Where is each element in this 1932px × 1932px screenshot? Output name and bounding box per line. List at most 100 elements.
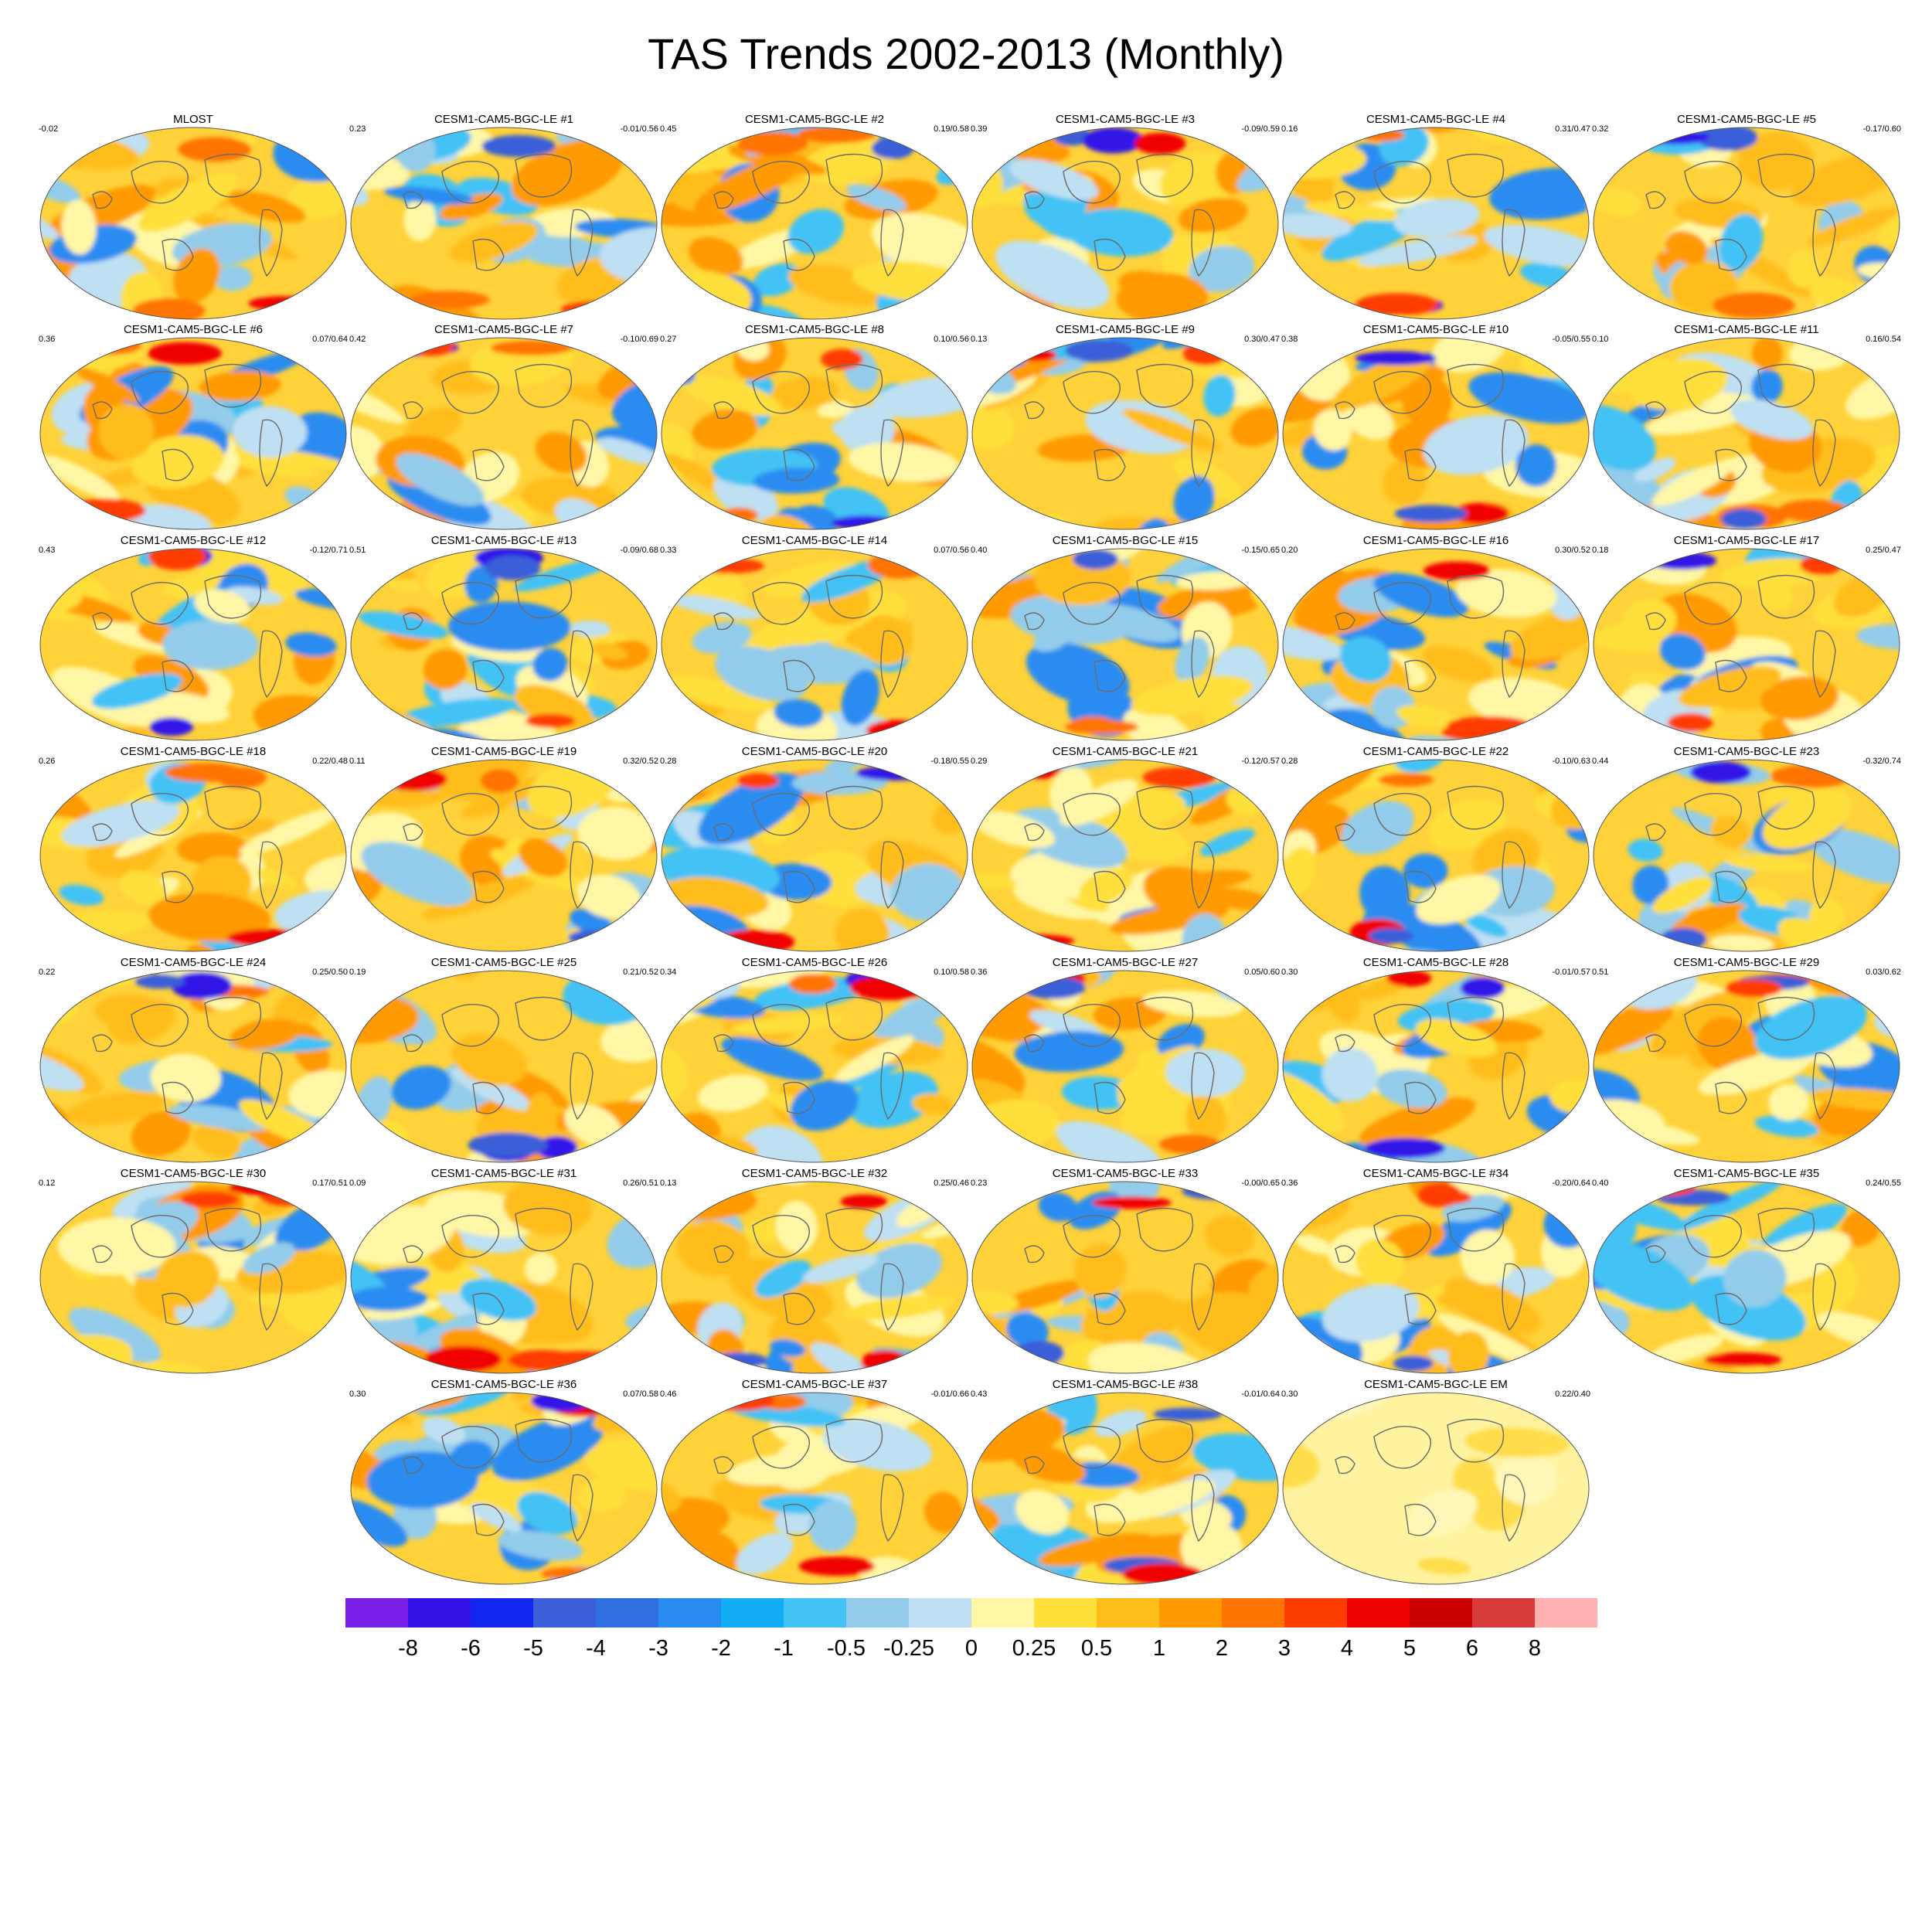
map-outline [1593, 548, 1900, 741]
colorbar-tick-label: 6 [1466, 1636, 1478, 1661]
map-panel: CESM1-CAM5-BGC-LE #30 0.12 0.17/0.51 [39, 1167, 348, 1376]
panel-stat-range: 0.32/0.52 [623, 757, 658, 766]
panel-stat-range: 0.22/0.40 [1555, 1389, 1590, 1399]
map-outline [39, 337, 347, 530]
map-outline [971, 759, 1279, 952]
robinson-map [971, 548, 1279, 741]
map-outline [971, 337, 1279, 530]
panel-stat-range: 0.21/0.52 [623, 968, 658, 977]
map-outline [1282, 337, 1590, 530]
trend-field [662, 338, 968, 529]
map-panel: CESM1-CAM5-BGC-LE #20 0.28 -0.18/0.55 [660, 745, 969, 954]
colorbar-swatch [596, 1598, 658, 1628]
panel-stat-range: 0.07/0.58 [623, 1389, 658, 1399]
map-outline [350, 1392, 658, 1585]
map-outline [661, 127, 968, 320]
panel-title: CESM1-CAM5-BGC-LE #15 [1052, 534, 1199, 547]
colorbar-swatch [1097, 1598, 1159, 1628]
panel-title: CESM1-CAM5-BGC-LE #14 [741, 534, 888, 547]
map-panel: CESM1-CAM5-BGC-LE #14 0.33 0.07/0.56 [660, 534, 969, 743]
robinson-map [1593, 337, 1900, 530]
trend-field [40, 549, 346, 740]
robinson-map [350, 337, 658, 530]
panel-global-mean: 0.36 [39, 335, 56, 344]
panel-title: CESM1-CAM5-BGC-LE #8 [744, 323, 885, 336]
map-panel: CESM1-CAM5-BGC-LE #26 0.34 0.10/0.58 [660, 956, 969, 1165]
panel-global-mean: 0.20 [1281, 546, 1298, 555]
panel-title: CESM1-CAM5-BGC-LE #7 [434, 323, 574, 336]
map-panel: CESM1-CAM5-BGC-LE #16 0.20 0.30/0.52 [1281, 534, 1590, 743]
robinson-map [971, 1181, 1279, 1374]
panel-title: CESM1-CAM5-BGC-LE #25 [430, 956, 577, 969]
map-panel: CESM1-CAM5-BGC-LE #22 0.28 -0.10/0.63 [1281, 745, 1590, 954]
panel-title: CESM1-CAM5-BGC-LE #17 [1673, 534, 1820, 547]
colorbar-tick-label: 1 [1153, 1636, 1165, 1661]
trend-field [1283, 760, 1589, 951]
panel-global-mean: 0.51 [349, 546, 366, 555]
trend-field [662, 1182, 968, 1373]
panel-stat-range: 0.26/0.51 [623, 1179, 658, 1188]
map-panel: CESM1-CAM5-BGC-LE #37 0.46 -0.01/0.66 [660, 1378, 969, 1587]
panel-stat-range: -0.12/0.71 [309, 546, 348, 555]
panel-global-mean: 0.45 [660, 124, 677, 134]
map-outline [350, 548, 658, 741]
panel-global-mean: 0.11 [349, 757, 366, 766]
panel-global-mean: 0.30 [349, 1389, 366, 1399]
robinson-map [350, 970, 658, 1163]
panel-stat-range: -0.09/0.59 [1241, 124, 1280, 134]
map-panel: CESM1-CAM5-BGC-LE #32 0.13 0.25/0.46 [660, 1167, 969, 1376]
map-outline [1282, 548, 1590, 741]
trend-field [972, 760, 1278, 951]
panel-title: CESM1-CAM5-BGC-LE EM [1364, 1378, 1508, 1391]
panel-global-mean: 0.23 [349, 124, 366, 134]
panel-stat-range: -0.01/0.66 [930, 1389, 969, 1399]
trend-field [662, 971, 968, 1162]
panel-title: CESM1-CAM5-BGC-LE #30 [120, 1167, 267, 1180]
colorbar-tick-label: 5 [1403, 1636, 1416, 1661]
panel-grid: MLOST -0.02 CESM1-CAM5-BGC-LE #1 0.23 -0.01/… [39, 113, 1901, 1587]
panel-stat-range: 0.10/0.58 [934, 968, 969, 977]
map-panel: CESM1-CAM5-BGC-LE #24 0.22 0.25/0.50 [39, 956, 348, 1165]
map-panel: CESM1-CAM5-BGC-LE #6 0.36 0.07/0.64 [39, 323, 348, 532]
robinson-map [661, 548, 968, 741]
colorbar-swatch [1222, 1598, 1284, 1628]
panel-stat-range: -0.00/0.65 [1241, 1179, 1280, 1188]
panel-title: CESM1-CAM5-BGC-LE #11 [1674, 323, 1819, 336]
panel-global-mean: 0.40 [1592, 1179, 1609, 1188]
panel-stat-range: -0.15/0.65 [1241, 546, 1280, 555]
colorbar-swatch [721, 1598, 784, 1628]
robinson-map [39, 759, 347, 952]
colorbar-tick-label: 0.25 [1012, 1636, 1056, 1661]
panel-global-mean: 0.46 [660, 1389, 677, 1399]
robinson-map [661, 970, 968, 1163]
panel-global-mean: 0.12 [39, 1179, 56, 1188]
map-panel: CESM1-CAM5-BGC-LE #35 0.40 0.24/0.55 [1592, 1167, 1901, 1376]
map-outline [1593, 127, 1900, 320]
colorbar-swatch [971, 1598, 1034, 1628]
trend-field [1594, 760, 1900, 951]
colorbar-tick-label: -2 [711, 1636, 731, 1661]
map-panel: CESM1-CAM5-BGC-LE #1 0.23 -0.01/0.56 [349, 113, 658, 321]
map-panel: CESM1-CAM5-BGC-LE #8 0.27 0.10/0.56 [660, 323, 969, 532]
robinson-map [971, 127, 1279, 320]
map-outline [971, 548, 1279, 741]
panel-global-mean: 0.28 [1281, 757, 1298, 766]
panel-stat-range: -0.10/0.63 [1552, 757, 1590, 766]
colorbar-tick-label: 0 [965, 1636, 978, 1661]
panel-title: CESM1-CAM5-BGC-LE #32 [741, 1167, 888, 1180]
map-outline [350, 759, 658, 952]
robinson-map [350, 1392, 658, 1585]
map-outline [1593, 759, 1900, 952]
map-outline [971, 127, 1279, 320]
panel-stat-range: 0.17/0.51 [312, 1179, 348, 1188]
robinson-map [661, 337, 968, 530]
panel-title: CESM1-CAM5-BGC-LE #24 [120, 956, 267, 969]
panel-global-mean: 0.27 [660, 335, 677, 344]
panel-global-mean: 0.28 [660, 757, 677, 766]
colorbar-tick-label: -0.25 [883, 1636, 934, 1661]
colorbar-swatch [1535, 1598, 1597, 1628]
panel-global-mean: 0.19 [349, 968, 366, 977]
panel-stat-range: 0.07/0.56 [934, 546, 969, 555]
map-panel: CESM1-CAM5-BGC-LE #19 0.11 0.32/0.52 [349, 745, 658, 954]
colorbar-tick-label: 3 [1278, 1636, 1291, 1661]
